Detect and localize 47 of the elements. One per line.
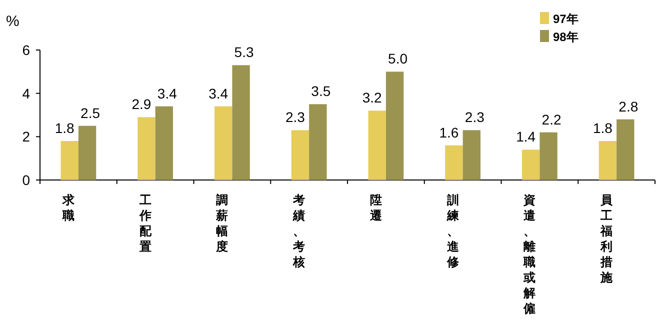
data-label: 2.3 [464, 109, 485, 126]
bar [78, 126, 96, 180]
bar [598, 141, 617, 180]
x-tick-label: 陞遷 [368, 193, 383, 222]
x-tick-label: 求職 [61, 193, 76, 222]
data-label: 3.4 [208, 85, 228, 102]
bar [309, 104, 327, 180]
bar [291, 130, 310, 180]
y-axis-title: % [6, 13, 20, 30]
bar [368, 110, 386, 180]
bar [138, 117, 156, 180]
x-tick-label: 員工福利措施 [600, 193, 614, 284]
data-label: 3.4 [157, 85, 178, 102]
y-tick-label: 4 [22, 85, 30, 102]
data-label: 1.8 [592, 120, 613, 136]
legend-label: 97年 [553, 12, 578, 26]
data-label: 1.8 [54, 120, 75, 136]
legend-label: 98年 [553, 30, 578, 44]
x-tick-label: 調薪幅度 [215, 193, 228, 254]
bar [522, 150, 540, 180]
data-label: 1.6 [439, 124, 459, 140]
data-label: 3.5 [311, 83, 331, 100]
data-label: 5.3 [234, 44, 254, 60]
bar [232, 65, 250, 180]
x-tick-label: 工作配置 [138, 193, 152, 254]
data-label: 3.2 [362, 90, 382, 106]
y-tick-label: 6 [22, 42, 30, 58]
y-tick-label: 0 [22, 172, 30, 188]
x-tick-label: 資遣、離職或解僱 [522, 193, 537, 316]
x-tick-label: 訓練、進修 [446, 193, 460, 269]
data-label: 2.5 [80, 104, 100, 121]
data-label: 2.3 [285, 109, 306, 126]
data-label: 2.9 [132, 96, 152, 112]
y-tick-label: 2 [22, 128, 30, 145]
bar [445, 145, 463, 180]
bar [462, 130, 480, 180]
data-label: 1.4 [516, 128, 536, 145]
bar [60, 141, 78, 180]
x-tick-label: 考績、考核 [292, 193, 306, 269]
data-label: 5.0 [388, 50, 408, 67]
data-label: 2.2 [542, 111, 562, 128]
bar [214, 106, 232, 180]
bar [386, 72, 404, 180]
data-label: 2.8 [618, 98, 638, 114]
bar [155, 106, 173, 180]
bar [616, 119, 634, 180]
bar [540, 132, 558, 180]
